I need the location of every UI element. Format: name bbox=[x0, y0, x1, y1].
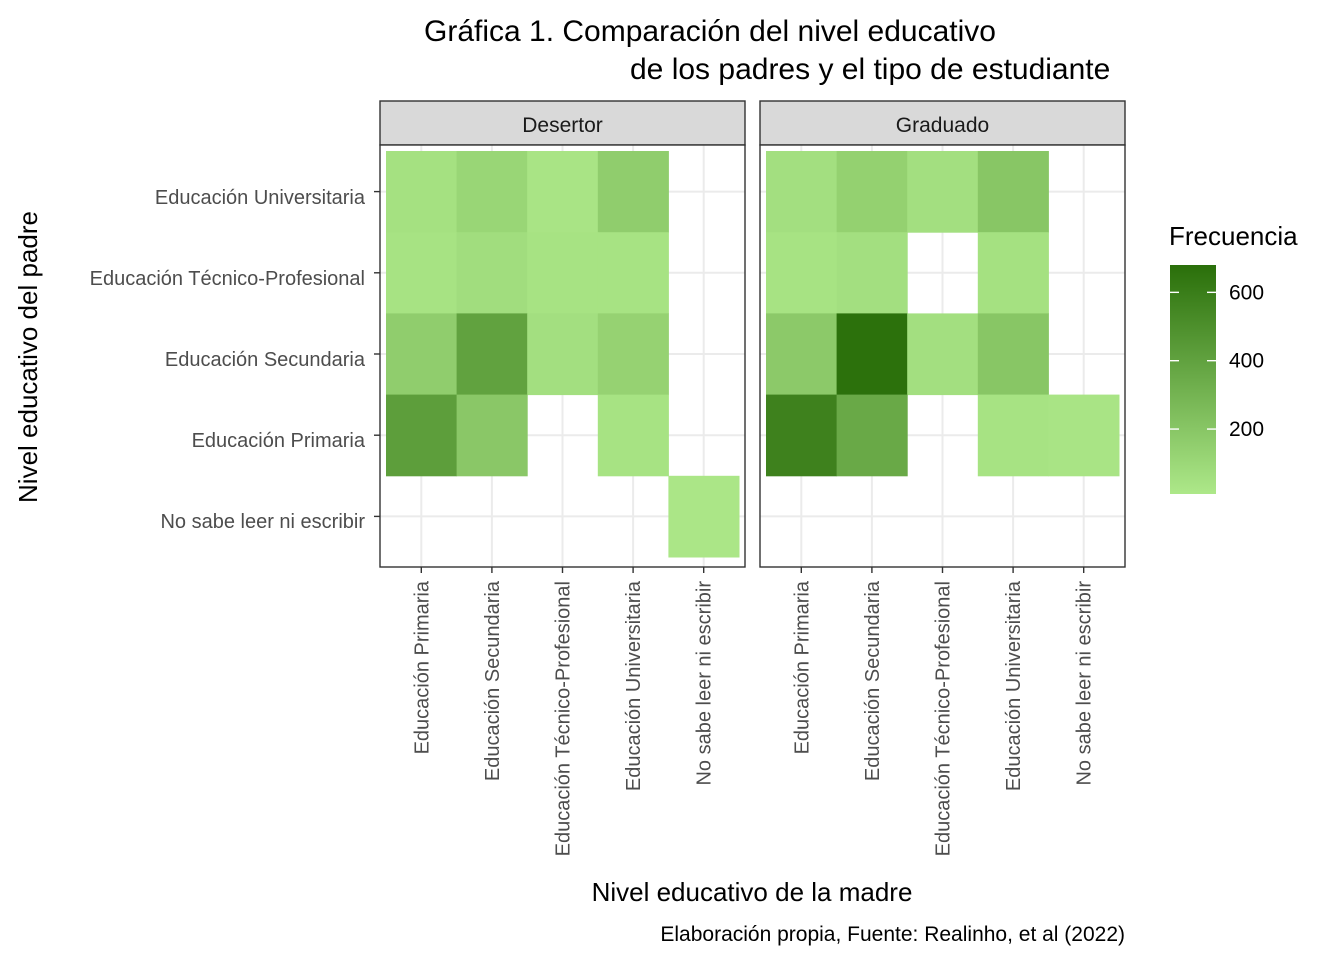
facet-strip-desertor: Desertor bbox=[379, 100, 746, 146]
x-axis-ticks: Educación Primaria Educación Secundaria Ed… bbox=[411, 567, 1096, 856]
heatmap-tile bbox=[456, 232, 528, 314]
heatmap-tile bbox=[597, 151, 669, 233]
y-tick-label: No sabe leer ni escribir bbox=[160, 511, 365, 533]
heatmap-tile bbox=[456, 313, 528, 396]
legend-tick-label: 200 bbox=[1229, 418, 1264, 441]
legend-title: Frecuencia bbox=[1169, 221, 1298, 251]
x-tick-label: Educación Primaria bbox=[791, 580, 813, 754]
chart-title-line-1: Gráfica 1. Comparación del nivel educati… bbox=[424, 15, 996, 48]
heatmap-tile bbox=[766, 232, 838, 314]
facet-strip-graduado-label: Graduado bbox=[896, 114, 989, 137]
heatmap-tile bbox=[977, 394, 1049, 477]
heatmap-tile bbox=[527, 313, 599, 396]
heatmap-tile bbox=[766, 394, 838, 477]
heatmap-tile bbox=[836, 151, 908, 233]
heatmap-tile bbox=[836, 313, 908, 396]
y-tick-label: Educación Universitaria bbox=[155, 187, 366, 209]
heatmap-tile bbox=[527, 232, 599, 314]
heatmap-tile bbox=[386, 232, 458, 314]
legend-ticks: 200 400 600 bbox=[1170, 281, 1264, 441]
x-tick-label: Educación Universitaria bbox=[623, 580, 645, 791]
heatmap-tile bbox=[907, 313, 979, 396]
panel-graduado bbox=[759, 144, 1126, 568]
y-axis-title: Nivel educativo del padre bbox=[13, 211, 43, 503]
facet-strip-graduado: Graduado bbox=[759, 100, 1126, 146]
heatmap-tile bbox=[456, 394, 528, 477]
panel-desertor bbox=[379, 144, 746, 568]
heatmap-tile bbox=[386, 151, 458, 233]
legend-tick-label: 400 bbox=[1229, 350, 1264, 373]
heatmap-tile bbox=[766, 151, 838, 233]
heatmap-tile bbox=[977, 151, 1049, 233]
heatmap-tile bbox=[456, 151, 528, 233]
y-tick-label: Educación Técnico-Profesional bbox=[90, 268, 365, 290]
heatmap-tile bbox=[907, 151, 979, 233]
facet-strip-desertor-label: Desertor bbox=[522, 114, 603, 137]
heatmap-tile bbox=[1048, 394, 1120, 477]
heatmap-tile bbox=[597, 394, 669, 477]
heatmap-tile bbox=[766, 313, 838, 396]
chart-caption: Elaboración propia, Fuente: Realinho, et… bbox=[660, 923, 1125, 946]
legend-colorbar bbox=[1170, 265, 1216, 494]
y-tick-label: Educación Primaria bbox=[192, 430, 366, 452]
x-tick-label: Educación Universitaria bbox=[1003, 580, 1025, 791]
heatmap-tile bbox=[597, 313, 669, 396]
heatmap-tile bbox=[836, 394, 908, 477]
x-tick-label: No sabe leer ni escribir bbox=[694, 581, 716, 786]
x-tick-label: Educación Técnico-Profesional bbox=[933, 581, 955, 856]
x-tick-label: Educación Primaria bbox=[411, 580, 433, 754]
heatmap-tile bbox=[386, 313, 458, 396]
heatmap-tile bbox=[977, 313, 1049, 396]
heatmap-tile bbox=[527, 151, 599, 233]
chart-title-line-2: de los padres y el tipo de estudiante bbox=[630, 53, 1110, 86]
legend-tick-label: 600 bbox=[1229, 281, 1264, 304]
heatmap-tile bbox=[977, 232, 1049, 314]
heatmap-tile bbox=[668, 475, 740, 558]
x-tick-label: Educación Secundaria bbox=[862, 580, 884, 781]
x-tick-label: No sabe leer ni escribir bbox=[1074, 581, 1096, 786]
heatmap-tile bbox=[597, 232, 669, 314]
legend: Frecuencia 200 400 600 bbox=[1169, 221, 1298, 494]
heatmap-tile bbox=[836, 232, 908, 314]
x-tick-label: Educación Técnico-Profesional bbox=[553, 581, 575, 856]
x-axis-title: Nivel educativo de la madre bbox=[592, 877, 913, 907]
y-axis-ticks: Educación Universitaria Educación Técnic… bbox=[90, 187, 380, 533]
heatmap-tile bbox=[386, 394, 458, 477]
y-tick-label: Educación Secundaria bbox=[165, 349, 366, 371]
x-tick-label: Educación Secundaria bbox=[482, 580, 504, 781]
